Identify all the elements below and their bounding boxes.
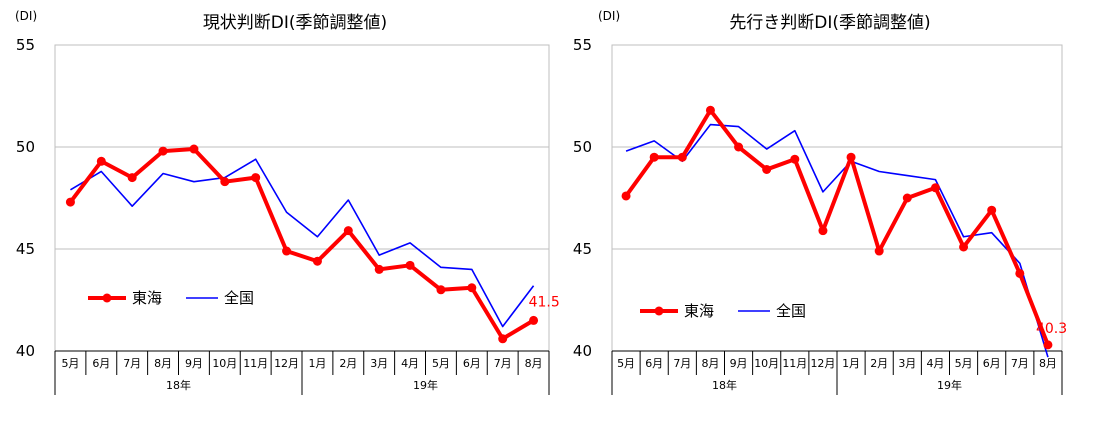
chart-current-di-title: 現状判断DI(季節調整値)	[203, 13, 387, 33]
legend-marker-tokai	[654, 306, 664, 316]
x-tick-label: 9月	[730, 357, 748, 370]
x-tick-label: 2月	[339, 357, 357, 370]
x-tick-label: 12月	[810, 357, 835, 370]
x-tick-label: 9月	[185, 357, 203, 370]
y-tick-label: 55	[573, 36, 592, 54]
end-value-label: 40.3	[1036, 321, 1067, 337]
year-label: 19年	[413, 378, 438, 392]
x-tick-label: 7月	[1011, 357, 1029, 370]
data-point-tokai	[818, 226, 828, 236]
data-point-tokai	[498, 334, 508, 344]
chart-current-di: (DI) 現状判断DI(季節調整値) 40 45 50 55 5月 6月 7月 8月 9月 10月…	[15, 9, 560, 395]
legend-label-national: 全国	[224, 289, 254, 307]
y-tick-label: 45	[573, 240, 592, 258]
series-line-tokai	[68, 147, 535, 341]
x-tick-label: 1月	[842, 357, 860, 370]
plot-area	[54, 44, 550, 352]
x-tick-label: 3月	[370, 357, 388, 370]
x-tick-label: 10月	[212, 357, 237, 370]
year-label: 18年	[712, 378, 737, 392]
data-point-tokai	[127, 173, 137, 183]
data-point-tokai	[96, 156, 106, 166]
x-tick-label: 7月	[494, 357, 512, 370]
series-line-tokai	[624, 108, 1050, 346]
data-point-tokai	[189, 144, 199, 154]
data-point-tokai	[959, 242, 969, 252]
data-point-tokai	[158, 146, 168, 156]
x-tick-label: 8月	[525, 357, 543, 370]
end-value-label: 41.5	[529, 294, 560, 310]
x-tick-label: 12月	[274, 357, 299, 370]
x-tick-label: 6月	[463, 357, 481, 370]
data-point-tokai	[874, 246, 884, 256]
x-tick-label: 11月	[243, 357, 268, 370]
x-tick-label: 6月	[983, 357, 1001, 370]
data-point-tokai	[374, 264, 384, 274]
data-point-tokai	[790, 154, 800, 164]
x-tick-label: 1月	[308, 357, 326, 370]
data-point-tokai	[65, 197, 75, 207]
data-point-tokai	[467, 283, 477, 293]
legend-marker-tokai	[102, 293, 112, 303]
data-point-tokai	[436, 285, 446, 295]
year-label: 18年	[166, 378, 191, 392]
y-tick-label: 45	[16, 240, 35, 258]
x-tick-label: 3月	[898, 357, 916, 370]
data-point-tokai	[312, 256, 322, 266]
legend-label-tokai: 東海	[684, 302, 714, 320]
legend-label-national: 全国	[776, 302, 806, 320]
chart-outlook-di: (DI) 先行き判断DI(季節調整値) 40 45 50 55 5月 6月 7月 8月 9月 10…	[573, 9, 1067, 395]
x-tick-label: 6月	[645, 357, 663, 370]
x-tick-label: 8月	[1039, 357, 1057, 370]
data-point-tokai	[734, 142, 744, 152]
x-tick-label: 5月	[617, 357, 635, 370]
data-point-tokai	[987, 205, 997, 215]
data-point-tokai	[930, 183, 940, 193]
data-point-tokai	[621, 191, 631, 201]
data-point-tokai	[282, 246, 292, 256]
chart-current-di-ylabel: (DI)	[15, 9, 37, 23]
x-tick-label: 2月	[870, 357, 888, 370]
y-tick-label: 50	[16, 138, 35, 156]
x-tick-label: 10月	[754, 357, 779, 370]
y-tick-label: 40	[16, 342, 35, 360]
y-tick-label: 55	[16, 36, 35, 54]
data-point-tokai	[649, 152, 659, 162]
x-tick-label: 7月	[673, 357, 691, 370]
data-point-tokai	[902, 193, 912, 203]
x-tick-label: 8月	[154, 357, 172, 370]
data-point-tokai	[529, 315, 539, 325]
chart-outlook-di-ylabel: (DI)	[598, 9, 620, 23]
x-tick-label: 7月	[123, 357, 141, 370]
year-label: 19年	[937, 378, 962, 392]
x-tick-label: 5月	[432, 357, 450, 370]
x-tick-label: 5月	[61, 357, 79, 370]
data-point-tokai	[1043, 340, 1053, 350]
chart-outlook-di-title: 先行き判断DI(季節調整値)	[729, 13, 930, 33]
data-point-tokai	[846, 152, 856, 162]
data-point-tokai	[343, 226, 353, 236]
data-point-tokai	[405, 260, 415, 270]
legend-label-tokai: 東海	[132, 289, 162, 307]
x-tick-label: 4月	[926, 357, 944, 370]
y-tick-label: 50	[573, 138, 592, 156]
x-tick-label: 8月	[701, 357, 719, 370]
data-point-tokai	[251, 173, 261, 183]
series-line-national	[70, 158, 535, 328]
data-point-tokai	[677, 152, 687, 162]
data-point-tokai	[220, 177, 230, 187]
x-tick-label: 11月	[782, 357, 807, 370]
x-tick-label: 5月	[955, 357, 973, 370]
series-line-national	[625, 123, 1049, 358]
data-point-tokai	[762, 164, 772, 174]
data-point-tokai	[1015, 268, 1025, 278]
x-tick-label: 4月	[401, 357, 419, 370]
x-tick-label: 6月	[92, 357, 110, 370]
y-tick-label: 40	[573, 342, 592, 360]
data-point-tokai	[705, 105, 715, 115]
